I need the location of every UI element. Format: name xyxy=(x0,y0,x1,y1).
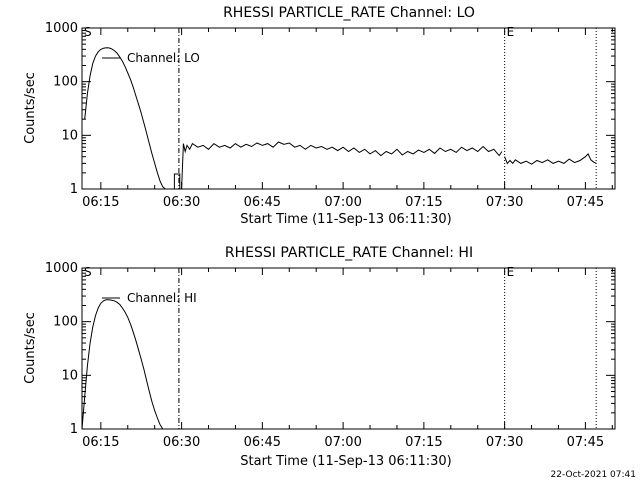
y-tick-label: 1000 xyxy=(45,21,78,36)
x-tick-label: 07:00 xyxy=(324,195,361,210)
legend-label: Channel: HI xyxy=(127,291,197,305)
chart-title: RHESSI PARTICLE_RATE Channel: HI xyxy=(225,245,473,261)
x-tick-label: 07:45 xyxy=(567,195,604,210)
series-line xyxy=(84,47,171,190)
x-tick-label: 06:30 xyxy=(163,435,200,450)
chart-title: RHESSI PARTICLE_RATE Channel: LO xyxy=(223,5,475,21)
x-axis-label: Start Time (11-Sep-13 06:11:30) xyxy=(240,454,451,469)
x-tick-label: 07:00 xyxy=(324,435,361,450)
series-line xyxy=(504,153,597,165)
lo-panel: RHESSI PARTICLE_RATE Channel: LO Start T… xyxy=(23,5,616,227)
x-tick-label: 06:45 xyxy=(244,195,281,210)
x-axis-label: Start Time (11-Sep-13 06:11:30) xyxy=(240,212,451,227)
time-marker-label: E xyxy=(507,25,515,39)
x-tick-label: 06:15 xyxy=(82,195,119,210)
y-axis-label: Counts/sec xyxy=(23,312,38,384)
y-tick-label: 1 xyxy=(70,182,78,197)
time-marker-label: E xyxy=(507,265,515,279)
series xyxy=(81,299,166,430)
y-tick-label: 1 xyxy=(70,422,78,437)
x-tick-label: 07:15 xyxy=(405,195,442,210)
x-tick-label: 07:15 xyxy=(405,435,442,450)
ticks: 1 10 100 1000 06:15 06:30 06:45 07:00 07:15 07:30… xyxy=(45,21,615,210)
x-tick-label: 06:30 xyxy=(163,195,200,210)
ticks: 1 10 100 1000 06:15 06:30 06:45 07:00 07:15 07:30… xyxy=(45,261,615,450)
time-marker-label: S xyxy=(84,265,92,279)
x-tick-label: 07:30 xyxy=(486,195,523,210)
x-tick-label: 06:15 xyxy=(82,435,119,450)
series-line xyxy=(173,173,181,189)
series-line xyxy=(181,141,503,190)
series-line xyxy=(81,299,166,430)
legend-label: Channel: LO xyxy=(127,51,200,65)
series xyxy=(84,47,597,190)
x-tick-label: 07:45 xyxy=(567,435,604,450)
time-marker-label: S xyxy=(84,25,92,39)
y-tick-label: 100 xyxy=(53,75,78,90)
legend: Channel: LO xyxy=(102,51,200,65)
y-tick-label: 1000 xyxy=(45,261,78,276)
y-axis-label: Counts/sec xyxy=(23,72,38,144)
timestamp-footer: 22-Oct-2021 07:41 xyxy=(551,470,636,480)
x-tick-label: 06:45 xyxy=(244,435,281,450)
y-tick-label: 10 xyxy=(61,128,78,143)
hi-panel: RHESSI PARTICLE_RATE Channel: HI Start T… xyxy=(23,245,616,469)
y-tick-label: 10 xyxy=(61,368,78,383)
y-tick-label: 100 xyxy=(53,315,78,330)
x-tick-label: 07:30 xyxy=(486,435,523,450)
legend: Channel: HI xyxy=(102,291,197,305)
